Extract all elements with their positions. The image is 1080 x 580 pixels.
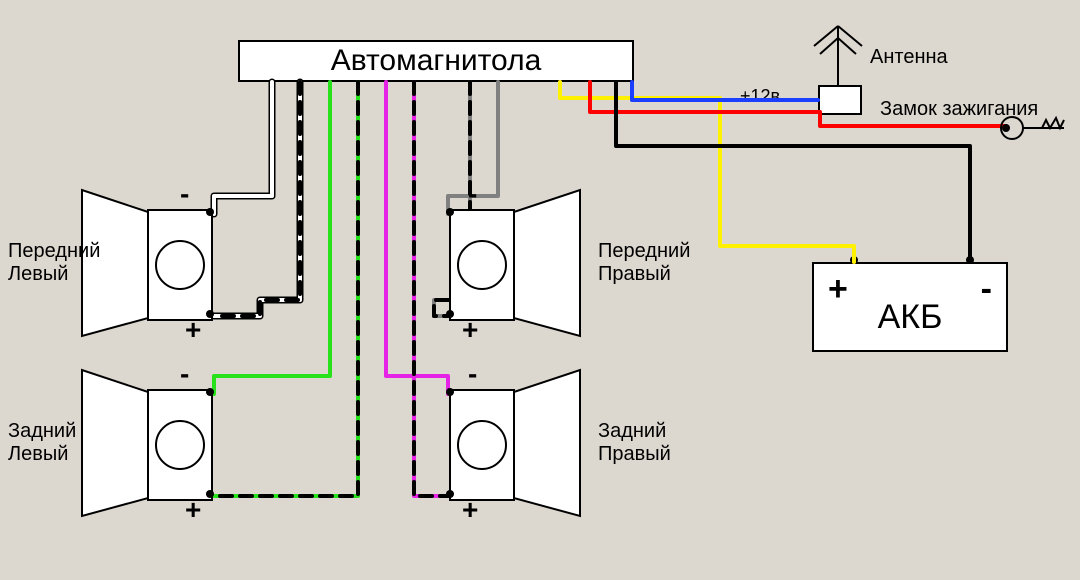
wire-fl-neg — [214, 82, 272, 214]
speaker-neg-front-right: - — [468, 178, 477, 210]
wire-rr-neg — [386, 82, 448, 394]
wire-rr-pos — [414, 82, 448, 496]
speaker-neg-front-left: - — [180, 178, 189, 210]
speaker-neg-rear-right: - — [468, 358, 477, 390]
wire-power-yellow — [560, 82, 854, 262]
speaker-neg-rear-left: - — [180, 358, 189, 390]
speaker-pos-rear-left: + — [185, 494, 201, 526]
diagram-canvas: Автомагнитола + - АКБ Антенна +12в Замок… — [0, 0, 1080, 580]
wire-ground-black — [616, 82, 970, 262]
speaker-pos-rear-right: + — [462, 494, 478, 526]
wiring-svg — [0, 0, 1080, 580]
speaker-label-front-right: Передний Правый — [598, 240, 690, 286]
speaker-label-rear-right: Задний Правый — [598, 420, 671, 466]
speaker-pos-front-right: + — [462, 314, 478, 346]
speaker-pos-front-left: + — [185, 314, 201, 346]
speaker-label-rear-left: Задний Левый — [8, 420, 76, 466]
wire-power-red — [590, 82, 1006, 126]
speaker-label-front-left: Передний Левый — [8, 240, 100, 286]
wire-rl-pos — [214, 82, 358, 496]
